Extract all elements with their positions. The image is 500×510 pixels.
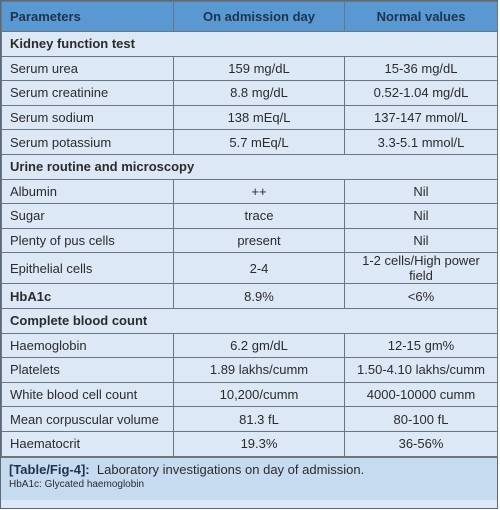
data-row: HbA1c 8.9% <6% bbox=[1, 283, 498, 309]
header-cell: Parameters bbox=[1, 1, 174, 32]
cell: <6% bbox=[344, 283, 498, 309]
cell: 80-100 fL bbox=[344, 406, 498, 432]
section-row: Urine routine and microscopy bbox=[1, 153, 498, 180]
data-row: Serum urea 159 mg/dL 15-36 mg/dL bbox=[1, 55, 498, 82]
data-row: Epithelial cells 2-4 1-2 cells/High power … bbox=[1, 252, 498, 285]
cell: Haemoglobin bbox=[1, 332, 174, 359]
table-body: Kidney function test Serum urea 159 mg/dL 1… bbox=[1, 31, 498, 457]
cell: 8.9% bbox=[173, 283, 345, 309]
section-title: Kidney function test bbox=[1, 31, 498, 57]
cell: 19.3% bbox=[173, 430, 345, 457]
header-row: Parameters On admission day Normal value… bbox=[1, 1, 498, 32]
caption-line: [Table/Fig-4]: Laboratory investigations… bbox=[9, 462, 489, 477]
section-title: Urine routine and microscopy bbox=[1, 153, 498, 180]
data-row: Albumin ++ Nil bbox=[1, 178, 498, 205]
cell: 5.7 mEq/L bbox=[173, 129, 345, 155]
cell: Haematocrit bbox=[1, 430, 174, 457]
cell: 6.2 gm/dL bbox=[173, 332, 345, 359]
cell: 137-147 mmol/L bbox=[344, 104, 498, 131]
cell: 12-15 gm% bbox=[344, 332, 498, 359]
cell: 3.3-5.1 mmol/L bbox=[344, 129, 498, 155]
cell: Albumin bbox=[1, 178, 174, 205]
cell: Serum sodium bbox=[1, 104, 174, 131]
cell: 159 mg/dL bbox=[173, 55, 345, 82]
cell: 138 mEq/L bbox=[173, 104, 345, 131]
data-row: White blood cell count 10,200/cumm 4000-10… bbox=[1, 381, 498, 408]
caption-note: HbA1c: Glycated haemoglobin bbox=[9, 478, 145, 490]
section-row: Kidney function test bbox=[1, 31, 498, 57]
cell: 81.3 fL bbox=[173, 406, 345, 432]
cell: White blood cell count bbox=[1, 381, 174, 408]
cell: 1-2 cells/High power field bbox=[344, 252, 498, 285]
cell: 8.8 mg/dL bbox=[173, 80, 345, 106]
data-row: Serum sodium 138 mEq/L 137-147 mmol/L bbox=[1, 104, 498, 131]
cell: present bbox=[173, 227, 345, 254]
cell: 15-36 mg/dL bbox=[344, 55, 498, 82]
cell: Epithelial cells bbox=[1, 252, 174, 285]
cell: Sugar bbox=[1, 203, 174, 229]
section-title: Complete blood count bbox=[1, 307, 498, 334]
cell: Serum potassium bbox=[1, 129, 174, 155]
cell: Nil bbox=[344, 227, 498, 254]
cell: 10,200/cumm bbox=[173, 381, 345, 408]
data-row: Sugar trace Nil bbox=[1, 203, 498, 229]
data-row: Serum creatinine 8.8 mg/dL 0.52-1.04 mg/dL bbox=[1, 80, 498, 106]
cell: Mean corpuscular volume bbox=[1, 406, 174, 432]
header-cell: Normal values bbox=[344, 1, 498, 32]
cell: HbA1c bbox=[1, 283, 174, 309]
lab-table: Parameters On admission day Normal value… bbox=[1, 1, 498, 457]
caption-text: Laboratory investigations on day of admi… bbox=[96, 461, 365, 477]
data-row: Haemoglobin 6.2 gm/dL 12-15 gm% bbox=[1, 332, 498, 359]
cell: Serum creatinine bbox=[1, 80, 174, 106]
cell: 0.52-1.04 mg/dL bbox=[344, 80, 498, 106]
caption-label: [Table/Fig-4]: bbox=[9, 461, 90, 477]
cell: Nil bbox=[344, 203, 498, 229]
data-row: Haematocrit 19.3% 36-56% bbox=[1, 430, 498, 457]
cell: Plenty of pus cells bbox=[1, 227, 174, 254]
cell: 1.89 lakhs/cumm bbox=[173, 357, 345, 383]
cell: Nil bbox=[344, 178, 498, 205]
data-row: Platelets 1.89 lakhs/cumm 1.50-4.10 lakhs/… bbox=[1, 357, 498, 383]
cell: Serum urea bbox=[1, 55, 174, 82]
data-row: Mean corpuscular volume 81.3 fL 80-100 fL bbox=[1, 406, 498, 432]
cell: trace bbox=[173, 203, 345, 229]
cell: 2-4 bbox=[173, 252, 345, 285]
header-cell: On admission day bbox=[173, 1, 345, 32]
cell: 36-56% bbox=[344, 430, 498, 457]
caption: [Table/Fig-4]: Laboratory investigations… bbox=[1, 456, 497, 500]
cell: Platelets bbox=[1, 357, 174, 383]
data-row: Serum potassium 5.7 mEq/L 3.3-5.1 mmol/L bbox=[1, 129, 498, 155]
cell: 4000-10000 cumm bbox=[344, 381, 498, 408]
cell: ++ bbox=[173, 178, 345, 205]
data-row: Plenty of pus cells present Nil bbox=[1, 227, 498, 254]
section-row: Complete blood count bbox=[1, 307, 498, 334]
cell: 1.50-4.10 lakhs/cumm bbox=[344, 357, 498, 383]
